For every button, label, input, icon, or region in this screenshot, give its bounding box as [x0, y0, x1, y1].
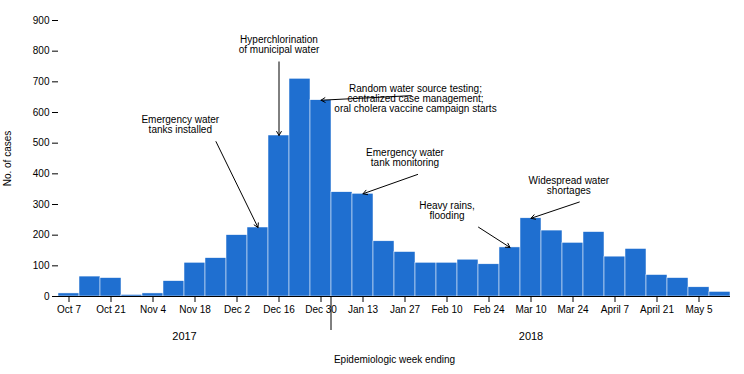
- svg-text:Dec 16: Dec 16: [263, 304, 295, 315]
- svg-text:Widespread watershortages: Widespread watershortages: [529, 175, 610, 196]
- svg-text:300: 300: [33, 199, 50, 210]
- svg-text:100: 100: [33, 260, 50, 271]
- svg-text:No. of cases: No. of cases: [2, 131, 13, 187]
- svg-text:Oct 7: Oct 7: [57, 304, 81, 315]
- svg-text:April 7: April 7: [601, 304, 630, 315]
- svg-text:600: 600: [33, 107, 50, 118]
- svg-text:Emergency watertank monitoring: Emergency watertank monitoring: [366, 147, 444, 168]
- svg-text:700: 700: [33, 76, 50, 87]
- svg-text:Mar 24: Mar 24: [557, 304, 589, 315]
- svg-text:900: 900: [33, 15, 50, 26]
- svg-text:2018: 2018: [519, 330, 543, 342]
- svg-text:Epidemiologic week ending: Epidemiologic week ending: [334, 354, 455, 365]
- svg-text:Feb 10: Feb 10: [431, 304, 463, 315]
- svg-text:Jan 13: Jan 13: [348, 304, 378, 315]
- svg-text:2017: 2017: [172, 330, 196, 342]
- svg-text:Emergency watertanks installed: Emergency watertanks installed: [141, 114, 219, 135]
- svg-text:Nov 4: Nov 4: [140, 304, 167, 315]
- svg-text:Dec 2: Dec 2: [224, 304, 251, 315]
- svg-text:400: 400: [33, 168, 50, 179]
- svg-text:May 5: May 5: [685, 304, 713, 315]
- svg-text:0: 0: [44, 291, 50, 302]
- svg-text:500: 500: [33, 137, 50, 148]
- svg-text:200: 200: [33, 229, 50, 240]
- svg-text:Oct 21: Oct 21: [96, 304, 126, 315]
- svg-text:Dec 30: Dec 30: [305, 304, 337, 315]
- svg-text:Heavy rains,flooding: Heavy rains,flooding: [419, 200, 475, 221]
- svg-text:Mar 10: Mar 10: [515, 304, 547, 315]
- svg-text:Jan 27: Jan 27: [390, 304, 420, 315]
- svg-text:April 21: April 21: [640, 304, 674, 315]
- svg-text:Hyperchlorinationof municipal: Hyperchlorinationof municipal water: [239, 34, 320, 55]
- svg-text:800: 800: [33, 45, 50, 56]
- svg-text:Nov 18: Nov 18: [179, 304, 211, 315]
- svg-text:Random water source testing;ce: Random water source testing;centralized …: [334, 83, 496, 114]
- svg-text:Feb 24: Feb 24: [473, 304, 505, 315]
